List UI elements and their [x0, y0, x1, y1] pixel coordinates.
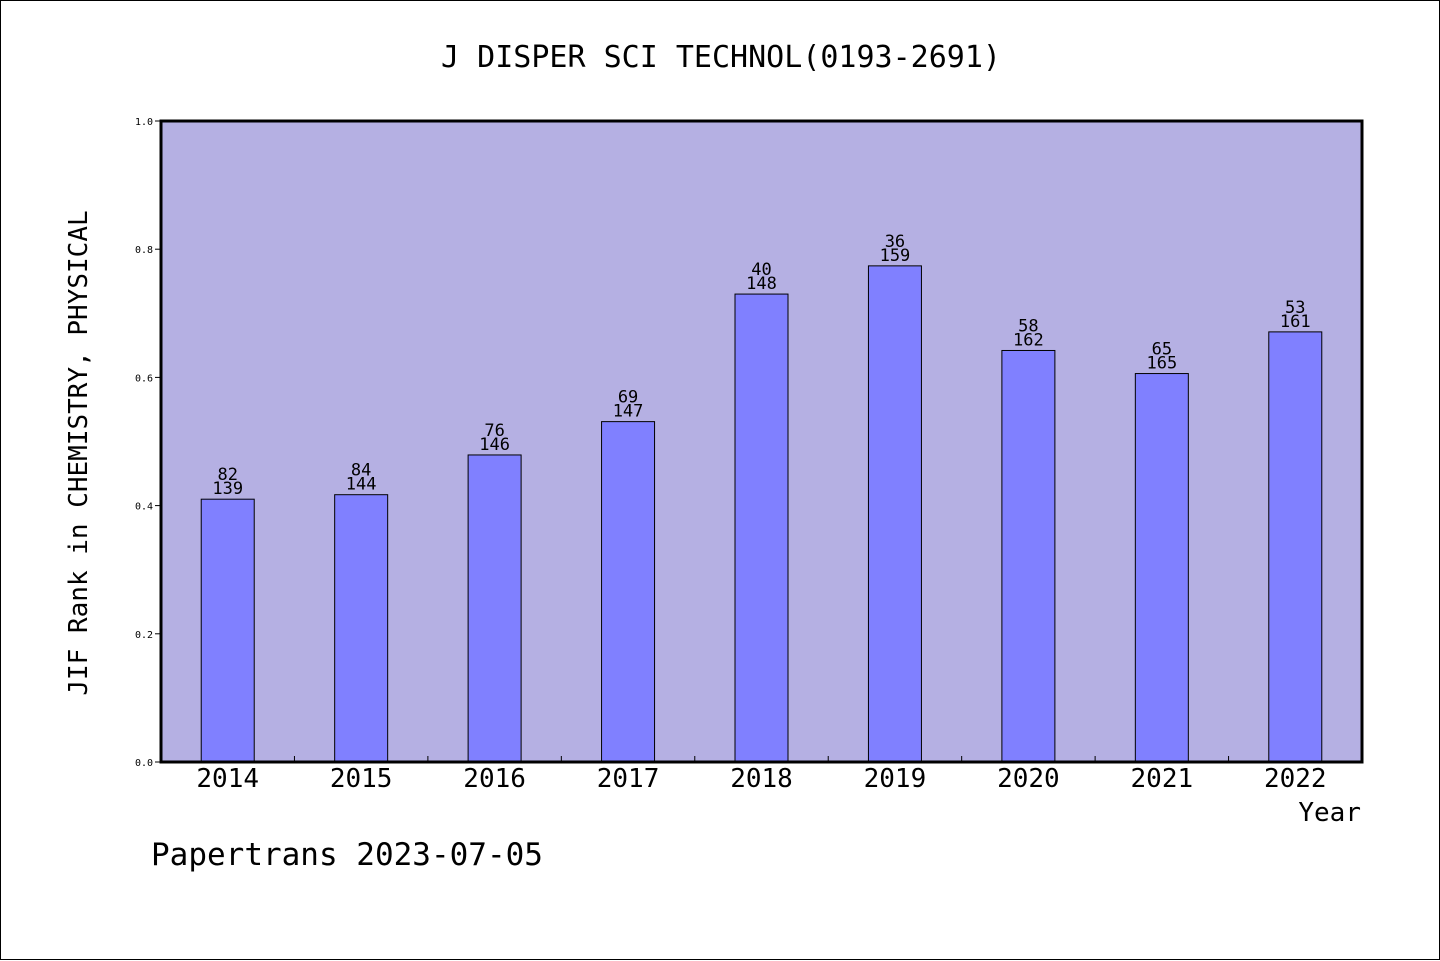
bar-rank-label: 82	[217, 465, 237, 485]
y-tick-label: 0.4	[135, 502, 153, 513]
bar-total-label: 159	[880, 246, 911, 266]
bar-rank-label: 58	[1018, 316, 1038, 336]
bar-2015	[334, 494, 389, 763]
plot-border	[159, 119, 1364, 764]
bar-total-label: 148	[746, 274, 777, 294]
y-tick-label: 0.6	[135, 373, 153, 384]
bar-total-label: 139	[212, 479, 243, 499]
x-tick-label: 2015	[330, 764, 393, 794]
bar-rank-label: 69	[618, 388, 638, 408]
bar-rank-label: 84	[351, 461, 371, 481]
x-tick-label: 2020	[997, 764, 1060, 794]
y-axis: 0.0 0.2 0.4 0.6 0.8 1.0	[135, 117, 161, 769]
x-axis-label: Year	[1298, 798, 1361, 828]
y-tick-label: 0.2	[135, 630, 153, 641]
x-tick-label: 2019	[864, 764, 927, 794]
y-tick-label: 0.8	[135, 245, 153, 256]
bar-total-label: 146	[479, 435, 510, 455]
footer-credit: Papertrans 2023-07-05	[151, 837, 543, 873]
bar-2016	[467, 454, 522, 763]
bar-2022	[1268, 331, 1323, 763]
bar-2014	[200, 498, 255, 763]
bar-rank-label: 40	[751, 260, 771, 280]
x-tick-label: 2022	[1264, 764, 1327, 794]
y-axis-label: JIF Rank in CHEMISTRY, PHYSICAL	[64, 210, 94, 695]
x-tick-label: 2016	[463, 764, 526, 794]
bar-rank-label: 76	[484, 421, 504, 441]
x-tick-label: 2021	[1131, 764, 1194, 794]
bar-total-label: 162	[1013, 330, 1044, 350]
bar-2019	[867, 265, 922, 763]
bar-total-label: 144	[346, 475, 377, 495]
bar-2017	[601, 421, 656, 763]
bar-rank-label: 36	[885, 232, 905, 252]
chart-title: J DISPER SCI TECHNOL(0193-2691)	[441, 40, 1001, 75]
bar-2021	[1134, 373, 1189, 763]
bar-2018	[734, 293, 789, 763]
bar-total-label: 165	[1146, 354, 1177, 374]
bar-total-label: 161	[1280, 312, 1311, 332]
y-tick-label: 1.0	[135, 117, 153, 128]
x-tick-label: 2018	[730, 764, 793, 794]
bar-2020	[1001, 349, 1056, 763]
x-axis: 2014 2015 2016 2017 2018 2019 2020 2021 2022	[196, 756, 1327, 794]
bar-rank-label: 65	[1152, 340, 1172, 360]
x-tick-label: 2014	[196, 764, 259, 794]
y-tick-label: 0.0	[135, 758, 153, 769]
bar-total-label: 147	[613, 402, 644, 422]
bar-rank-label: 53	[1285, 298, 1305, 318]
x-tick-label: 2017	[597, 764, 660, 794]
